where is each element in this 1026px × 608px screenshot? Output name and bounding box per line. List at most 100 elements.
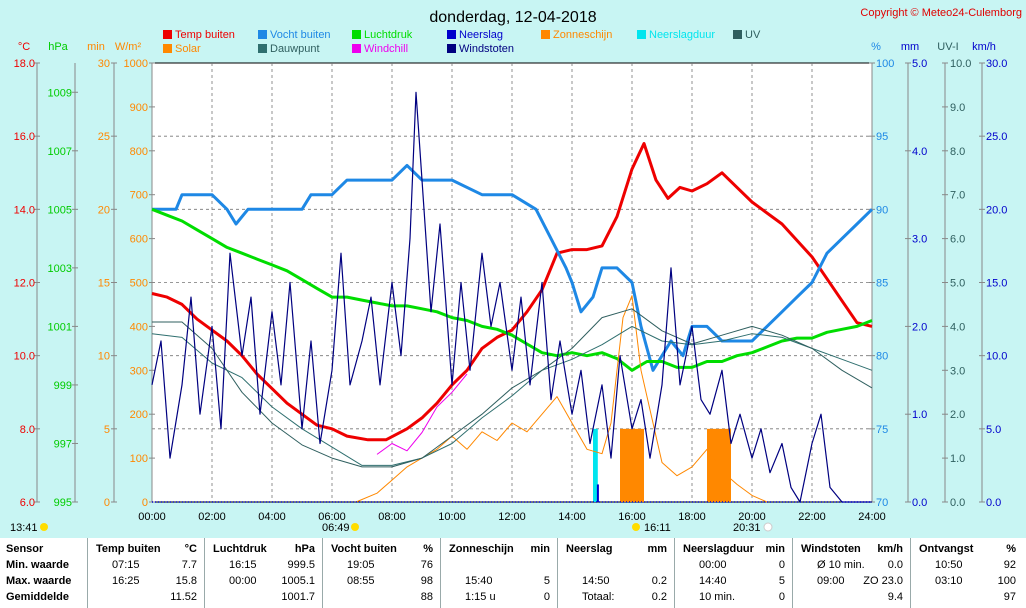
table-cell: 7.7 (181, 559, 197, 571)
table-cell: 15:40 (465, 575, 493, 587)
axis-tick-label-wind: 30.0 (986, 58, 1007, 70)
x-tick-label: 22:00 (798, 511, 826, 523)
axis-tick-label-uv: 7.0 (950, 190, 965, 202)
sunshine-bar (620, 428, 626, 502)
table-cell: 00:00 (699, 559, 727, 571)
raindur-bar (593, 428, 598, 502)
x-tick-label: 08:00 (378, 511, 406, 523)
table-cell: Ontvangst (919, 543, 974, 555)
table-separator (322, 538, 323, 608)
table-cell: 92 (1003, 559, 1016, 571)
legend-label: Neerslagduur (649, 29, 715, 41)
x-tick-label: 24:00 (858, 511, 886, 523)
legend-swatch (733, 30, 742, 39)
legend-label: Vocht buiten (270, 29, 331, 41)
table-cell: 0 (543, 591, 550, 603)
axis-unit-wind: km/h (972, 41, 996, 53)
table-separator (557, 538, 558, 608)
axis-tick-label-rain: 3.0 (912, 234, 927, 246)
axis-tick-label-solar: 0 (142, 497, 148, 509)
x-tick-label: 20:00 (738, 511, 766, 523)
axis-tick-label-solar: 500 (130, 278, 148, 290)
axis-tick-label-humidity: 80 (876, 351, 888, 363)
axis-tick-label-uv: 5.0 (950, 278, 965, 290)
legend-label: Neerslag (459, 29, 503, 41)
table-cell: 999.5 (287, 559, 315, 571)
sun-event-time: 16:11 (644, 522, 671, 534)
summary-table: Sensor Min. waarde Max. waarde Gemiddelde Te… (0, 538, 1026, 608)
axis-unit-pressure: hPa (48, 41, 68, 53)
axis-tick-label-uv: 9.0 (950, 102, 965, 114)
legend-swatch (541, 30, 550, 39)
axis-tick-label-humidity: 100 (876, 58, 894, 70)
table-separator (910, 538, 911, 608)
axis-tick-label-rain: 2.0 (912, 321, 927, 333)
table-cell: Max. waarde (6, 575, 72, 587)
table-cell: Zonneschijn (449, 543, 514, 555)
legend-label: UV (745, 29, 761, 41)
table-cell: min (530, 543, 550, 555)
axis-tick-label-minutes: 30 (98, 58, 110, 70)
axis-tick-label-uv: 3.0 (950, 365, 965, 377)
table-cell: 07:15 (112, 559, 140, 571)
table-cell: Neerslagduur (683, 543, 754, 555)
table-cell: 0.2 (651, 575, 667, 587)
table-cell: Ø 10 min. (817, 559, 865, 571)
axis-tick-label-minutes: 25 (98, 131, 110, 143)
table-cell: 1001.7 (281, 591, 315, 603)
x-tick-label: 18:00 (678, 511, 706, 523)
axis-tick-label-uv: 0.0 (950, 497, 965, 509)
x-tick-label: 00:00 (138, 511, 166, 523)
table-cell: Gemiddelde (6, 591, 69, 603)
table-separator (674, 538, 675, 608)
series-temp-buiten (151, 142, 873, 442)
table-cell: Temp buiten (96, 543, 161, 555)
sun-icon (351, 523, 359, 531)
table-separator (792, 538, 793, 608)
axis-tick-label-wind: 20.0 (986, 204, 1007, 216)
axis-tick-label-temp: 6.0 (20, 497, 35, 509)
axis-tick-label-uv: 4.0 (950, 321, 965, 333)
axis-tick-label-uv: 6.0 (950, 234, 965, 246)
axis-tick-label-wind: 0.0 (986, 497, 1001, 509)
table-cell: 10 min. (699, 591, 736, 603)
copyright-text: Copyright © Meteo24-Culemborg (860, 7, 1022, 19)
axis-tick-label-temp: 10.0 (14, 351, 35, 363)
table-cell: km/h (877, 543, 903, 555)
table-cell: 76 (420, 559, 433, 571)
legend-swatch (447, 30, 456, 39)
axis-tick-label-wind: 25.0 (986, 131, 1007, 143)
sunshine-bar (707, 428, 713, 502)
axis-tick-label-minutes: 10 (98, 351, 110, 363)
table-cell: min (765, 543, 785, 555)
x-tick-label: 14:00 (558, 511, 586, 523)
axis-tick-label-rain: 0.0 (912, 497, 927, 509)
series-luchtdruk (151, 207, 873, 372)
table-separator (87, 538, 88, 608)
table-cell: Windstoten (801, 543, 861, 555)
axis-tick-label-pressure: 997 (54, 438, 72, 450)
series-windstoten (151, 91, 872, 503)
axis-tick-label-humidity: 70 (876, 497, 888, 509)
table-separator (204, 538, 205, 608)
axis-tick-label-rain: 4.0 (912, 146, 927, 158)
axis-tick-label-temp: 14.0 (14, 204, 35, 216)
table-separator (440, 538, 441, 608)
axis-tick-label-wind: 5.0 (986, 424, 1001, 436)
legend-label: Solar (175, 43, 201, 55)
legend-label: Windchill (364, 43, 408, 55)
axis-unit-rain: mm (901, 41, 919, 53)
legend-label: Luchtdruk (364, 29, 413, 41)
table-cell: 10:50 (935, 559, 963, 571)
sun-event-time: 20:31 (733, 522, 761, 534)
axis-tick-label-solar: 1000 (124, 58, 148, 70)
table-cell: 0.0 (887, 559, 903, 571)
table-cell: °C (184, 543, 197, 555)
axis-tick-label-wind: 10.0 (986, 351, 1007, 363)
axis-tick-label-humidity: 90 (876, 204, 888, 216)
series-solar (355, 295, 768, 503)
legend-label: Dauwpunt (270, 43, 320, 55)
sunshine-bar (713, 428, 719, 502)
axis-unit-temp: °C (18, 41, 30, 53)
table-cell: 19:05 (347, 559, 375, 571)
